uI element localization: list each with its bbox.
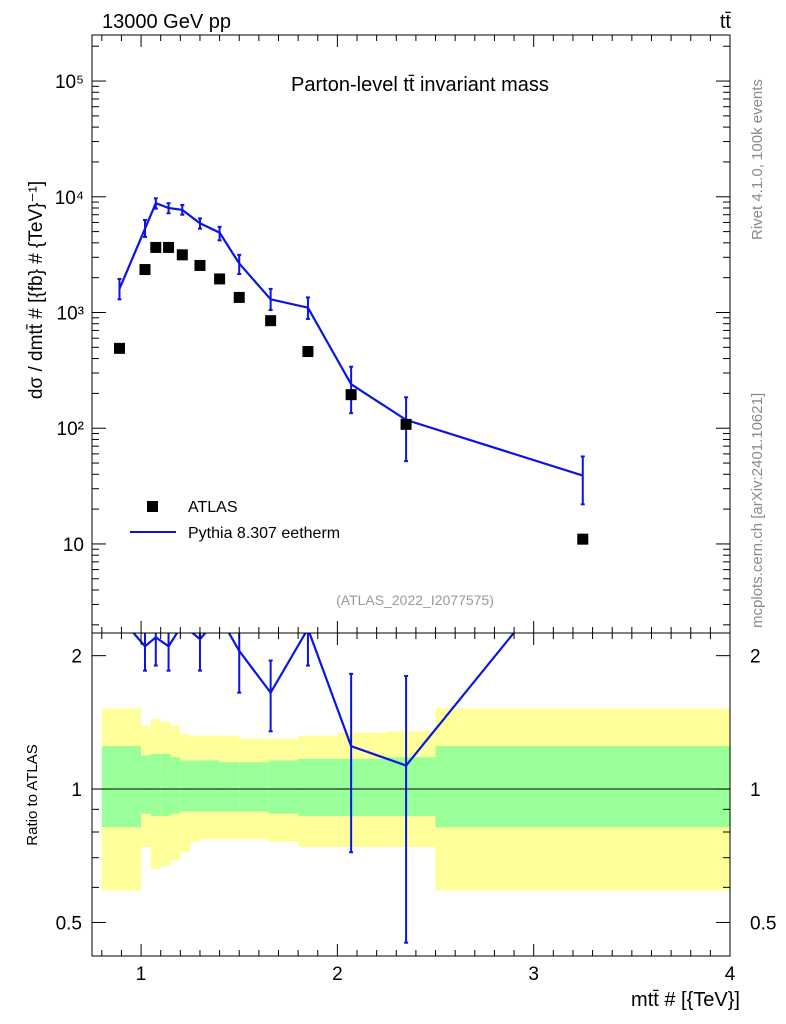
legend-atlas-label: ATLAS [188, 499, 238, 516]
atlas-data-point [150, 241, 162, 253]
band-inner-bin [150, 753, 161, 816]
rivet-version-label: Rivet 4.1.0, 100k events [749, 79, 766, 240]
x-tick-label: 1 [136, 964, 147, 985]
band-inner-bin [199, 760, 220, 812]
band-inner-bin [219, 762, 240, 812]
mcplots-site-label: mcplots.cern.ch [arXiv:2401.10621] [749, 393, 766, 628]
main-y-tick-label: 10⁵ [55, 72, 84, 93]
band-inner-bin [160, 753, 171, 816]
band-inner-bin [337, 758, 387, 816]
main-frame [91, 34, 731, 634]
band-inner-bin [141, 755, 151, 814]
x-tick-label: 2 [332, 964, 343, 985]
energy-label: 13000 GeV pp [102, 11, 231, 33]
x-axis-label: mtt̄ # [{TeV}] [631, 989, 740, 1011]
pythia-series-line [118, 201, 584, 477]
plot-title: Parton-level tt̄ invariant mass [291, 74, 549, 96]
band-inner-bin [101, 746, 142, 828]
atlas-data-point [163, 241, 175, 253]
ratio-y-tick-label: 2 [71, 647, 82, 668]
legend-atlas-marker [147, 501, 158, 512]
main-plot-panel: 10 10² 10³ 10⁴ 10⁵ Parton-level tt̄ invarian… [26, 34, 731, 634]
atlas-data-point [194, 259, 206, 271]
main-y-tick-label: 10² [57, 419, 84, 440]
ratio-mc-group [132, 633, 516, 944]
atlas-data-point [139, 264, 151, 276]
ratio-y-tick-label-right: 0.5 [750, 913, 776, 934]
x-tick-label: 3 [528, 964, 539, 985]
band-inner-bin [268, 760, 299, 814]
process-label: tt̄ [720, 11, 732, 33]
ratio-y-tick-label-right: 1 [750, 780, 761, 801]
y-axis-label-ratio: Ratio to ATLAS [24, 744, 41, 845]
analysis-id-label: (ATLAS_2022_I2077575) [336, 592, 494, 608]
ratio-y-tick-label: 0.5 [56, 913, 82, 934]
atlas-data-point [400, 418, 412, 430]
atlas-data-point [214, 273, 226, 285]
band-inner-bin [190, 760, 200, 812]
atlas-data-point [265, 315, 277, 327]
atlas-data-point [233, 291, 245, 303]
band-inner-bin [239, 762, 269, 812]
band-inner-bin [170, 757, 181, 814]
main-y-tick-label: 10⁴ [55, 188, 84, 209]
ratio-frame [91, 632, 731, 957]
atlas-data-point [577, 533, 589, 545]
main-y-tick-label: 10³ [57, 303, 84, 324]
legend: ATLAS Pythia 8.307 eetherm [130, 499, 340, 542]
band-inner-bin [298, 758, 338, 816]
band-inner-bin [435, 746, 730, 828]
ratio-y-tick-label-right: 2 [750, 647, 761, 668]
ratio-plot-panel: 1 2 3 4 0.5 0.5 1 1 2 2 Ratio to ATLAS mtt̄ # [{T… [24, 632, 776, 1011]
atlas-data-point [113, 342, 125, 354]
band-inner-bin [386, 757, 436, 816]
main-y-tick-label: 10 [63, 535, 84, 556]
x-tick-label: 4 [725, 964, 736, 985]
atlas-data-point [176, 249, 188, 261]
y-axis-label-main: dσ / dmtt̄ # [{fb} # {TeV}⁻¹] [26, 181, 47, 399]
band-inner-bin [180, 760, 191, 812]
atlas-data-point [302, 346, 314, 358]
atlas-data-point [345, 389, 357, 401]
ratio-y-tick-label: 1 [71, 780, 82, 801]
legend-pythia-label: Pythia 8.307 eetherm [188, 525, 340, 542]
